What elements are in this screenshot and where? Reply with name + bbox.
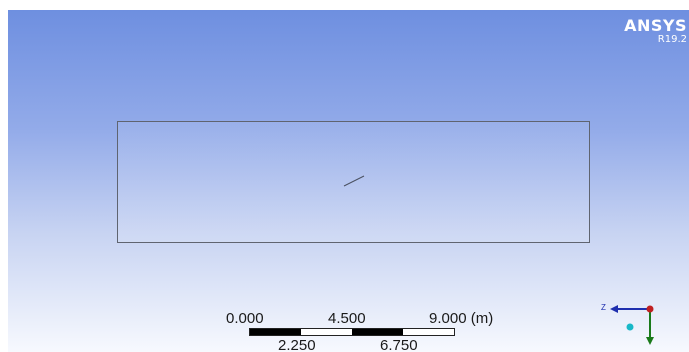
brand-version: R19.2	[657, 34, 687, 45]
scale-label-0: 0.000	[226, 310, 264, 327]
ansys-logo: ANSYS R19.2	[624, 16, 687, 46]
scale-label-2: 4.500	[328, 310, 366, 327]
geometry-domain-outline[interactable]	[117, 121, 590, 243]
triad-axis-label: Z	[601, 303, 606, 312]
scale-segment-3	[352, 329, 403, 335]
scale-bar-segments	[249, 328, 455, 336]
scale-label-4: 9.000 (m)	[429, 310, 494, 327]
scale-label-3: 6.750	[380, 337, 418, 352]
scale-ruler: 0.000 4.500 9.000 (m) 2.250 6.750	[223, 310, 493, 352]
coordinate-triad-icon[interactable]: Z	[600, 300, 660, 350]
geometry-inner-edge	[343, 175, 365, 187]
scale-segment-2	[301, 329, 352, 335]
brand-name: ANSYS	[624, 16, 687, 35]
scale-segment-4	[403, 329, 454, 335]
scale-label-1: 2.250	[278, 337, 316, 352]
graphics-viewport[interactable]: ANSYS R19.2 0.000 4.500 9.000 (m) 2.250 …	[8, 10, 689, 352]
scale-segment-1	[250, 329, 301, 335]
